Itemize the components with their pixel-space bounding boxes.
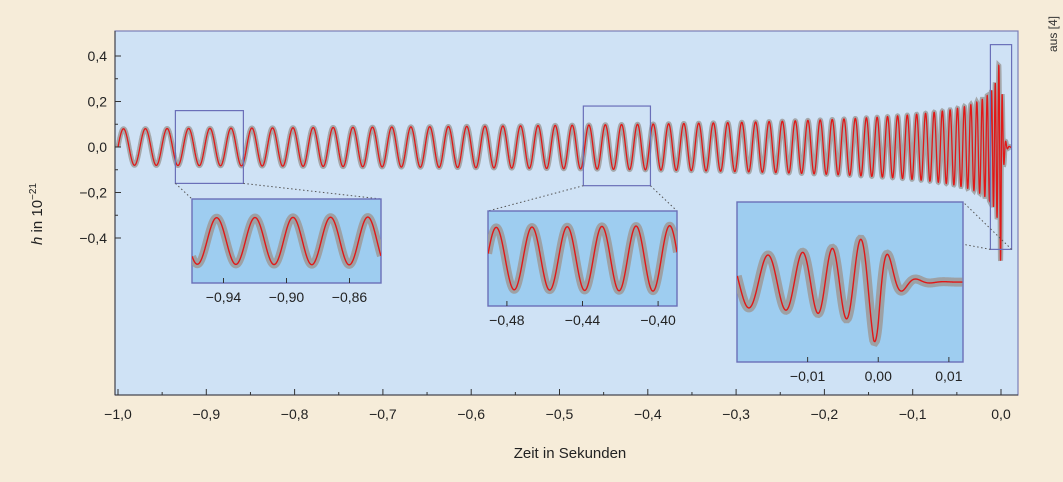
x-tick-label: −0,6	[457, 406, 485, 422]
inset-x-tick-label: −0,40	[640, 312, 676, 328]
highlight-box-mid	[582, 105, 652, 187]
main-plot-layer	[115, 44, 1013, 262]
inset-x-tick-label: −0,48	[489, 312, 525, 328]
x-tick-label: −0,9	[192, 406, 220, 422]
inset-x-tick-label: −0,44	[565, 312, 601, 328]
axis-layer: −1,0 −0,9 −0,8 −0,7 −0,6 −0,5 −0,4 −0,3 −0,2 −0,1…	[79, 31, 1018, 422]
inset-x-tick-label: −0,86	[332, 289, 368, 305]
inset-x-tick-label: 0,01	[935, 368, 962, 384]
x-tick-label: −0,7	[369, 406, 397, 422]
y-tick-label: −0,4	[79, 230, 107, 246]
highlight-box-early	[174, 109, 244, 185]
x-tick-label: 0,0	[991, 406, 1011, 422]
x-tick-label: −0,3	[722, 406, 750, 422]
source-label: aus [4]	[1046, 16, 1060, 52]
connector-line	[962, 201, 1012, 250]
connector-line	[243, 182, 382, 200]
x-tick-label: −1,0	[104, 406, 132, 422]
highlight-box-merger	[989, 44, 1013, 250]
x-tick-label: −0,5	[546, 406, 574, 422]
inset-waveform-line	[192, 216, 381, 266]
x-tick-label: −0,8	[281, 406, 309, 422]
y-tick-label: −0,2	[79, 185, 107, 201]
inset-3: −0,01 0,00 0,01	[736, 201, 964, 384]
inset-x-tick-label: −0,01	[790, 368, 826, 384]
x-tick-label: −0,4	[634, 406, 662, 422]
y-tick-label: 0,2	[88, 94, 108, 110]
y-axis-label-text: in 10	[29, 200, 46, 237]
inset-waveform-line	[737, 238, 963, 343]
inset-1: −0,94 −0,90 −0,86	[191, 198, 382, 305]
x-tick-label: −0,2	[811, 406, 839, 422]
y-tick-label: 0,0	[88, 139, 108, 155]
y-axis-label-exp: −21	[28, 183, 39, 200]
inset-2: −0,48 −0,44 −0,40	[487, 210, 678, 328]
x-axis-label: Zeit in Sekunden	[514, 445, 627, 462]
connector-line	[487, 185, 584, 212]
x-tick-label: −0,1	[899, 406, 927, 422]
y-axis-label: h in 10−21	[28, 183, 46, 245]
inset-x-tick-label: −0,90	[269, 289, 305, 305]
inset-x-tick-label: −0,94	[206, 289, 242, 305]
inset-waveform-line	[488, 225, 677, 292]
inset-x-tick-label: 0,00	[865, 368, 892, 384]
y-tick-label: 0,4	[88, 48, 108, 64]
waveform-line	[117, 64, 1012, 261]
y-axis-label-var: h	[29, 237, 46, 245]
inset-layer: −0,94 −0,90 −0,86 −0,48 −0,44 −0,40 −0,01 0,00 0…	[191, 198, 964, 384]
